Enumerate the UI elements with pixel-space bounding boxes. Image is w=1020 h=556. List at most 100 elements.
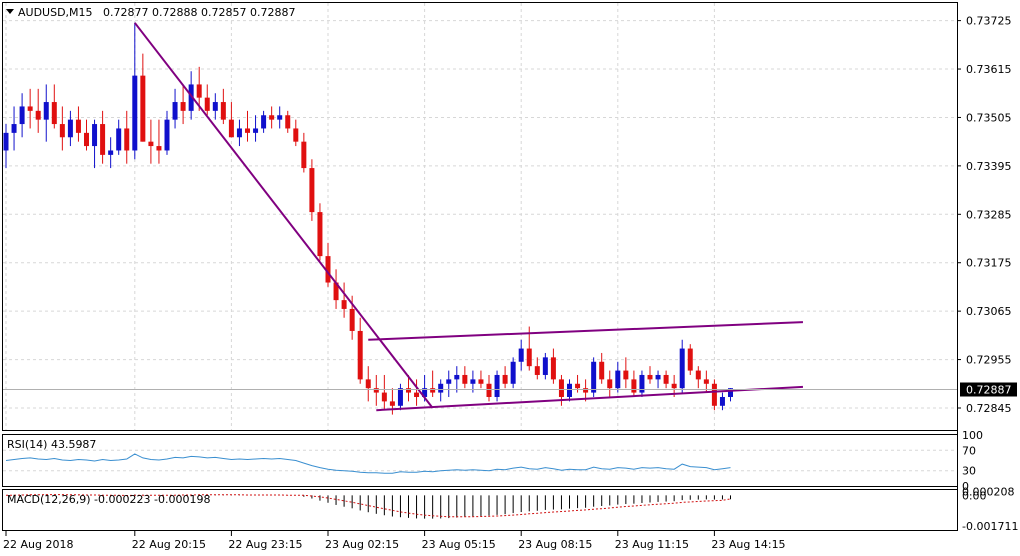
time-tick-label: 22 Aug 20:15 — [132, 538, 206, 551]
price-axis-ticks: 0.73725 0.73615 0.73505 0.73395 0.73285 0.731… — [957, 15, 1012, 415]
candle-body — [261, 115, 267, 129]
candle — [204, 84, 210, 116]
symbol-dropdown-icon[interactable] — [6, 9, 14, 14]
candle-body — [711, 383, 717, 406]
candle — [245, 110, 250, 142]
candle-body — [220, 102, 226, 120]
time-axis-ticks: 22 Aug 2018 22 Aug 20:15 22 Aug 23:15 23 Au… — [3, 531, 786, 551]
candle-body — [309, 168, 315, 213]
candle — [518, 339, 524, 371]
candle — [711, 379, 717, 411]
candle — [132, 22, 138, 160]
candle-body — [462, 374, 468, 384]
candle — [470, 370, 476, 393]
rsi-tick-label: 0 — [962, 480, 969, 493]
candle — [446, 370, 452, 397]
candle-body — [494, 374, 500, 397]
candle — [542, 352, 548, 380]
candle-body — [84, 132, 89, 147]
time-tick-label: 23 Aug 02:15 — [325, 538, 399, 551]
candle — [325, 242, 331, 287]
trendline — [134, 22, 434, 409]
candle — [11, 106, 17, 151]
candle-body — [591, 361, 597, 393]
rsi-line — [5, 453, 731, 474]
candle — [333, 269, 339, 309]
candle — [631, 370, 637, 397]
candle-body — [156, 146, 162, 151]
candle-body — [502, 374, 508, 384]
candle — [92, 119, 98, 169]
candle — [43, 84, 49, 142]
candle-body — [100, 124, 106, 155]
candle — [35, 88, 41, 133]
candle-body — [623, 370, 629, 380]
candle-body — [212, 102, 218, 111]
time-tick-label: 23 Aug 14:15 — [711, 538, 785, 551]
candle — [301, 132, 307, 173]
candle — [558, 374, 564, 406]
macd-signal-line — [5, 494, 731, 518]
candle-body — [204, 97, 210, 111]
candle-body — [647, 374, 653, 380]
candle — [228, 102, 234, 138]
price-tick-label: 0.72845 — [966, 402, 1012, 415]
candle-body — [397, 388, 403, 406]
candle-body — [3, 132, 9, 151]
candle — [615, 361, 621, 393]
candle-body — [301, 141, 307, 169]
candle — [140, 53, 146, 142]
candle — [389, 388, 395, 415]
candle — [148, 119, 154, 164]
candle — [269, 106, 275, 129]
price-tick-label: 0.73065 — [966, 305, 1012, 318]
candle-body — [599, 361, 605, 380]
candle — [663, 370, 669, 389]
candle-body — [180, 102, 186, 111]
candle — [510, 357, 516, 389]
candle — [365, 366, 371, 402]
candle-body — [639, 374, 645, 393]
candle — [639, 370, 645, 397]
candle-body — [245, 128, 250, 133]
candle — [172, 88, 178, 129]
candle-body — [373, 388, 379, 393]
candle — [309, 159, 315, 221]
candle — [591, 357, 597, 397]
trendline — [376, 385, 804, 412]
candle — [494, 370, 500, 402]
candle-body — [728, 388, 733, 397]
candle-body — [116, 128, 122, 151]
time-tick-label: 23 Aug 08:15 — [518, 538, 592, 551]
candle — [341, 282, 347, 318]
candle-body — [140, 75, 146, 142]
grid — [3, 3, 957, 430]
candle-body — [389, 401, 395, 406]
candle-body — [454, 374, 460, 380]
candle-body — [526, 348, 532, 367]
price-tick-label: 0.73615 — [966, 63, 1012, 76]
current-price-label: 0.72887 — [966, 384, 1012, 397]
candle-body — [293, 128, 299, 142]
candle — [108, 137, 114, 169]
candle — [164, 110, 170, 155]
candle-body — [422, 388, 428, 397]
candle — [59, 106, 65, 151]
candle-body — [478, 379, 484, 384]
time-tick-label: 23 Aug 05:15 — [422, 538, 496, 551]
candle-body — [365, 379, 371, 389]
candle — [687, 344, 693, 375]
candle — [75, 106, 81, 142]
candle — [84, 119, 89, 151]
candle — [655, 370, 661, 389]
candle-body — [671, 383, 677, 389]
time-tick-label: 23 Aug 11:15 — [615, 538, 689, 551]
candle — [430, 370, 436, 397]
candle-body — [124, 128, 130, 151]
candle-body — [357, 330, 363, 380]
macd-tick-label: 0.00 — [962, 489, 987, 502]
candle-body — [438, 383, 444, 393]
candle-body — [542, 357, 548, 375]
candle-body — [67, 119, 73, 138]
